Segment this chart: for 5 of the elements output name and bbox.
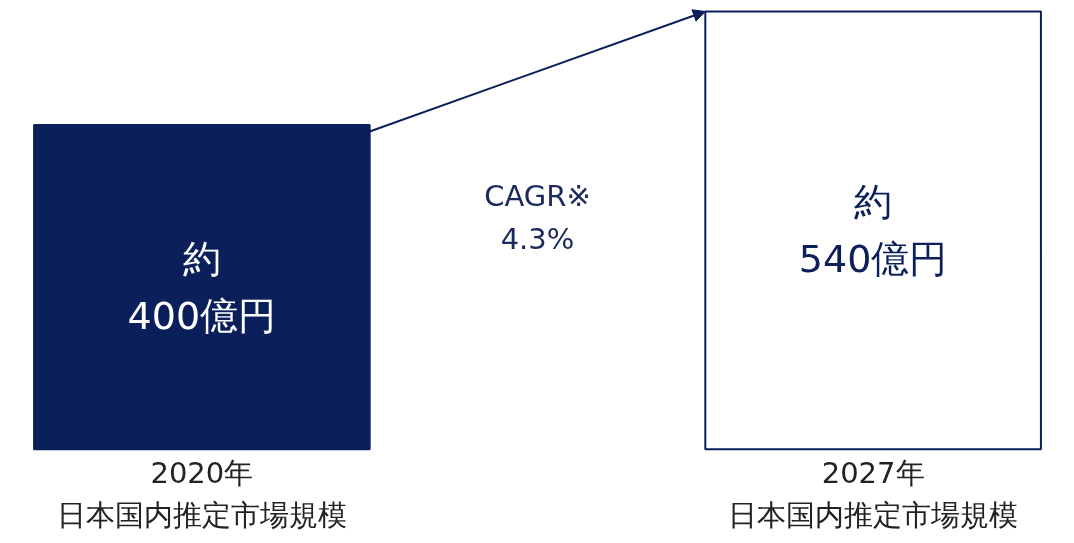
- data-label: 約 400億円: [127, 236, 277, 338]
- annotation: CAGR※ 4.3%: [484, 179, 591, 256]
- data-label: 約 540億円: [798, 179, 948, 281]
- x-tick-label: 2020年日本国内推定市場規模: [56, 455, 347, 533]
- x-tick-label: 2027年日本国内推定市場規模: [728, 455, 1019, 533]
